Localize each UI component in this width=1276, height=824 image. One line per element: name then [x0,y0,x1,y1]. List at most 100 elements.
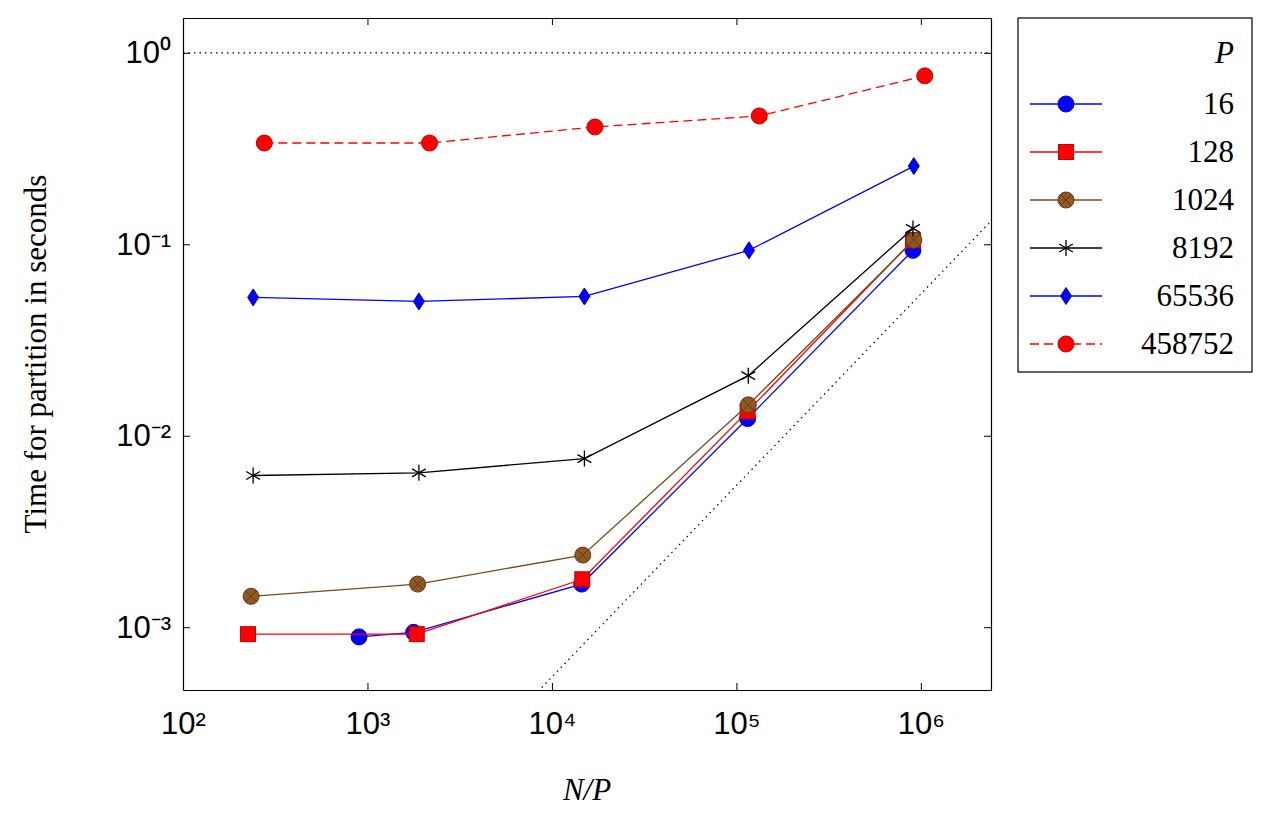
data-point [587,119,603,135]
series [240,233,920,642]
data-point [906,232,922,248]
legend-marker [1061,288,1072,305]
marker-cross [577,550,588,561]
tick [984,627,991,628]
marker-circle [422,135,438,151]
tick-mark [984,53,991,54]
tick-mark [921,683,922,690]
data-point [412,465,426,481]
marker-square [1059,145,1074,160]
x-axis-top [184,18,992,25]
legend-entry: 1024 [1030,182,1235,217]
legend-label: 65536 [1157,278,1235,313]
chart: 10²10³10⁴10⁵10⁶10⁻³10⁻²10⁻¹10⁰N/PTime fo… [0,0,1276,824]
legend-label: 1024 [1172,182,1235,217]
axis-line [183,19,184,691]
marker-circle [351,629,367,645]
marker-diamond [413,293,424,310]
tick: 10⁶ [898,683,945,741]
legend-entry: 458752 [1030,326,1234,361]
marker-diamond [743,242,754,259]
series-line [359,250,913,637]
legend-entry: 16 [1030,86,1234,121]
tick-mark [984,436,991,437]
axis-line [184,18,992,19]
tick-label: 10⁴ [529,706,577,741]
tick [984,436,991,437]
tick: 10⁻¹ [116,227,190,262]
marker-circle [243,588,259,604]
tick-mark [183,53,190,54]
marker-asterisk [412,465,426,481]
tick: 10⁴ [529,683,577,741]
legend-entry: 128 [1030,134,1234,169]
tick-mark [183,436,190,437]
marker-cross [246,591,257,602]
tick: 10² [161,683,206,741]
tick-mark [921,18,922,25]
marker-asterisk [246,468,260,484]
series [248,158,920,310]
marker-cross [1060,194,1071,205]
legend-box [1018,18,1252,372]
data-point [579,288,590,305]
data-point [578,451,592,467]
data-point [575,547,591,563]
marker-circle [906,232,922,248]
marker-square [575,572,590,587]
series-line [251,240,914,596]
tick-mark [183,244,190,245]
data-point [740,397,756,413]
data-point [741,368,755,384]
tick-label: 10³ [346,706,391,741]
series [351,242,921,645]
series [243,232,922,604]
tick-mark [552,18,553,25]
legend-title: P [1214,35,1234,70]
marker-circle [917,68,933,84]
marker-circle [1058,96,1074,112]
series [246,220,920,483]
legend-entry: 8192 [1030,230,1234,265]
tick [984,244,991,245]
marker-circle [740,397,756,413]
marker-diamond [579,288,590,305]
data-point [410,576,426,592]
marker-circle [587,119,603,135]
tick-label: 10⁶ [898,706,945,741]
marker-asterisk [1059,240,1073,256]
tick-label: 10⁰ [126,35,171,70]
marker-circle [1058,336,1074,352]
legend-entry: 65536 [1030,278,1234,313]
tick: 10³ [346,683,391,741]
data-point [906,220,920,236]
tick [736,18,737,25]
y-axis: 10⁻³ 10⁻² 10⁻¹ 10⁰ [116,19,190,691]
data-point [246,468,260,484]
data-point [248,289,259,306]
data-point [575,572,590,587]
tick-label: 10⁻³ [116,610,171,645]
data-point [751,108,767,124]
marker-circle [256,135,272,151]
data-point [422,135,438,151]
marker-cross [908,235,919,246]
tick [552,18,553,25]
data-point [243,588,259,604]
tick-label: 10² [161,706,206,741]
legend-marker [1058,96,1074,112]
tick-label: 10⁻² [116,418,171,453]
data-point [409,627,424,642]
legend-marker [1058,192,1074,208]
data-point [908,158,919,175]
data-point [413,293,424,310]
y-axis-title: Time for partition in seconds [18,175,53,534]
marker-circle [410,576,426,592]
reference-line [183,52,991,53]
data-point [240,627,255,642]
tick-label: 10⁻¹ [116,227,171,262]
tick-mark [736,683,737,690]
marker-circle [1058,192,1074,208]
series-line [253,228,913,475]
tick-mark [984,244,991,245]
